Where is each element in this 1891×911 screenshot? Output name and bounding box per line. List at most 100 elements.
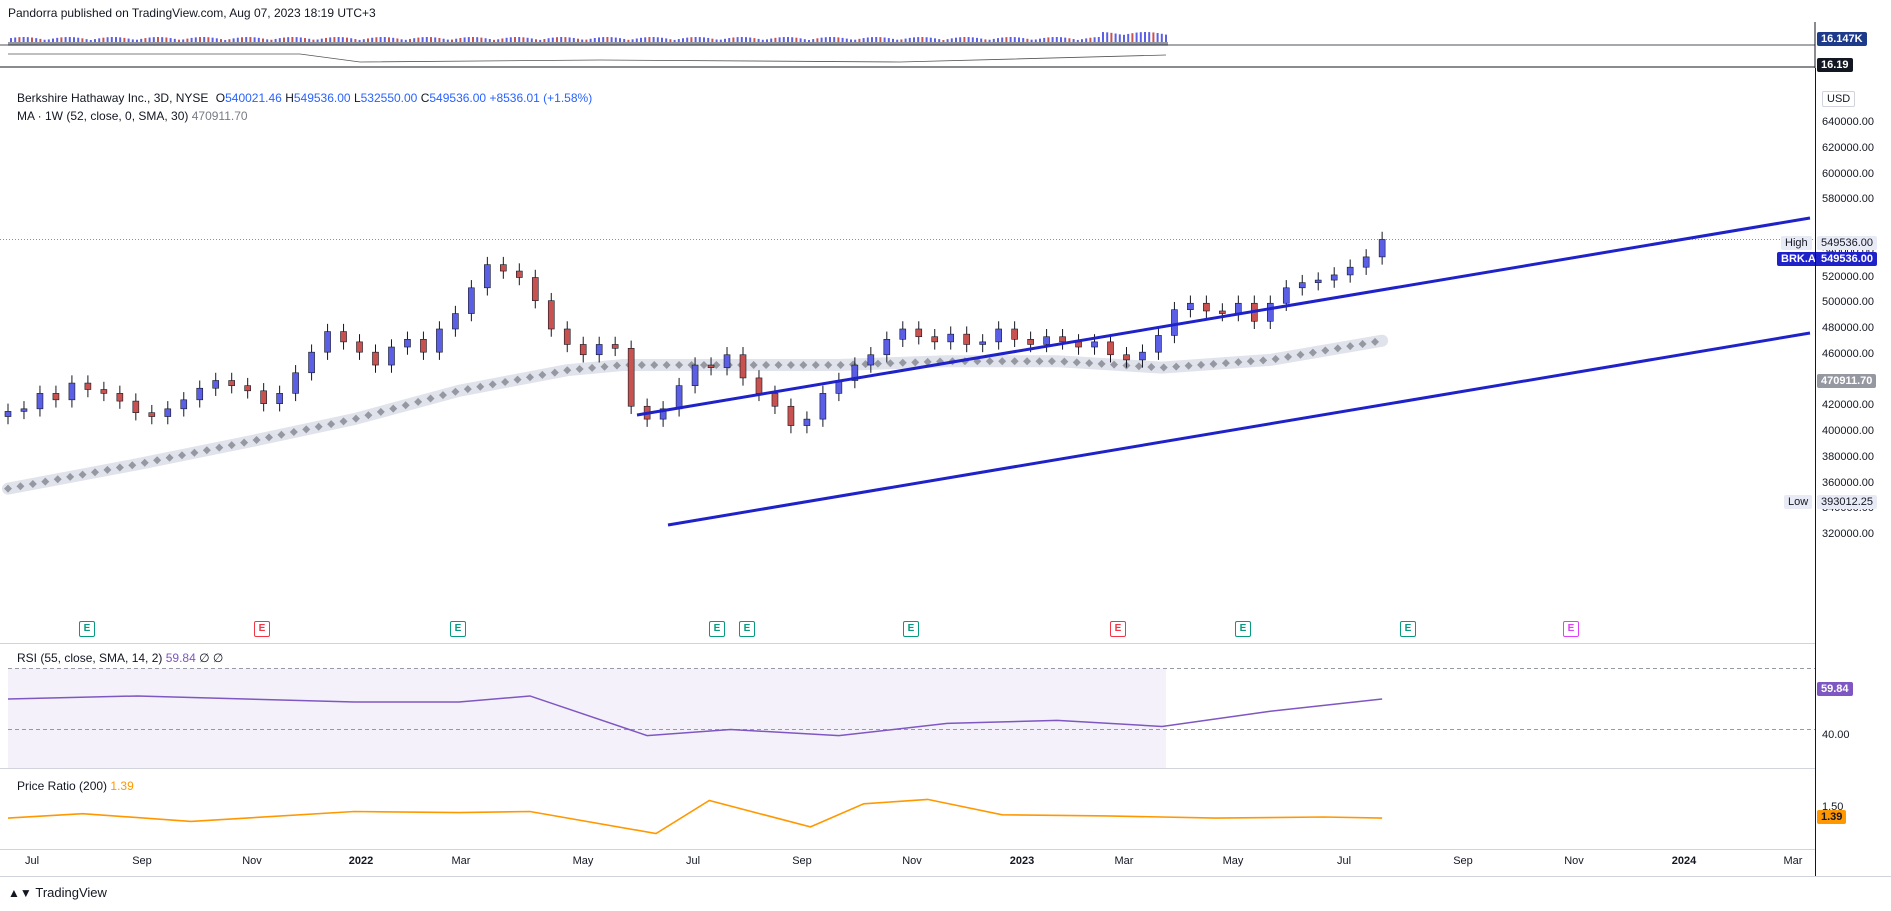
- candle-body: [931, 336, 939, 343]
- ma-marker: [66, 472, 75, 481]
- candle-body: [675, 385, 683, 410]
- volume-bar: [68, 37, 71, 42]
- volume-bar: [287, 37, 290, 42]
- candle-body: [819, 393, 827, 420]
- ma-marker: [1047, 357, 1056, 366]
- candle-body: [228, 380, 235, 386]
- earnings-event-icon[interactable]: E: [903, 621, 919, 637]
- volume-bar: [745, 37, 747, 42]
- ma-marker: [16, 482, 25, 491]
- ma-marker: [463, 385, 472, 394]
- price-tick-label: 400000.00: [1822, 425, 1874, 437]
- volume-bar: [10, 38, 12, 42]
- ratio-panel[interactable]: [0, 769, 1891, 849]
- ma-marker: [215, 443, 224, 452]
- volume-bar: [1001, 37, 1004, 42]
- volume-bar: [392, 37, 395, 42]
- candle-body: [36, 393, 44, 410]
- volume-bar: [871, 37, 873, 42]
- mini-tag: 16.19: [1817, 58, 1853, 72]
- candle-body: [260, 390, 267, 404]
- volume-bar: [329, 37, 332, 42]
- top-indicators: [0, 22, 1816, 68]
- volume-bar: [262, 38, 264, 42]
- earnings-event-icon[interactable]: E: [709, 621, 725, 637]
- ma-value: 470911.70: [191, 109, 248, 123]
- price-axis[interactable]: 640000.00 620000.00 600000.00 580000.00 5400…: [1815, 68, 1891, 643]
- volume-bar: [673, 39, 676, 42]
- volume-bar: [257, 37, 260, 42]
- earnings-event-icon[interactable]: E: [450, 621, 466, 637]
- volume-bar: [841, 37, 844, 42]
- volume-bar: [367, 38, 369, 42]
- volume-bar: [1102, 32, 1104, 42]
- candle-body: [1378, 239, 1386, 258]
- candle-body: [52, 393, 60, 401]
- earnings-event-icon[interactable]: E: [739, 621, 755, 637]
- ma-marker: [699, 361, 708, 370]
- footer-brand: TradingView: [35, 885, 107, 900]
- volume-bar: [451, 39, 453, 42]
- rsi-separator[interactable]: [0, 643, 1815, 644]
- candle-body: [292, 372, 299, 394]
- time-tick-label: Sep: [132, 855, 152, 867]
- ma-marker: [240, 438, 249, 447]
- ma-marker: [786, 361, 795, 370]
- volume-bar: [73, 37, 75, 42]
- time-tick-label: Sep: [1453, 855, 1473, 867]
- volume-bar: [1165, 34, 1167, 42]
- earnings-event-icon[interactable]: E: [1563, 621, 1579, 637]
- candle-body: [1330, 274, 1338, 281]
- ma-marker: [476, 382, 485, 391]
- symbol-name: Berkshire Hathaway Inc., 3D, NYSE: [17, 91, 209, 105]
- volume-bar: [858, 38, 861, 42]
- candle-body: [1298, 282, 1306, 289]
- ratio-separator[interactable]: [0, 768, 1815, 769]
- ma-marker: [1060, 357, 1069, 366]
- main-chart[interactable]: [0, 68, 1891, 643]
- candle-body: [340, 331, 347, 343]
- rsi-panel[interactable]: [0, 644, 1891, 768]
- candle-body: [1155, 335, 1162, 353]
- ma-marker: [140, 458, 149, 467]
- volume-bar: [518, 37, 521, 42]
- ma-marker: [488, 380, 497, 389]
- volume-bar: [493, 39, 495, 42]
- volume-bar: [581, 39, 584, 42]
- volume-bar: [547, 38, 550, 42]
- earnings-event-icon[interactable]: E: [79, 621, 95, 637]
- volume-bar: [316, 39, 319, 42]
- volume-bar: [173, 38, 176, 42]
- earnings-event-icon[interactable]: E: [1110, 621, 1126, 637]
- time-tick-label: Jul: [685, 855, 701, 867]
- ma-marker: [41, 477, 50, 486]
- earnings-event-icon[interactable]: E: [254, 621, 270, 637]
- volume-bar: [1072, 39, 1075, 42]
- volume-bar: [988, 39, 991, 42]
- volume-bar: [350, 38, 353, 42]
- price-tick-label: 460000.00: [1822, 347, 1874, 360]
- volume-bar: [526, 37, 529, 42]
- currency-label[interactable]: USD: [1822, 91, 1856, 107]
- time-axis[interactable]: Jul Sep Nov 2022 Mar May Jul Sep Nov 2023 Mar May Ju…: [0, 850, 1815, 876]
- earnings-event-icon[interactable]: E: [1400, 621, 1416, 637]
- tradingview-logo[interactable]: ▲▼ TradingView: [8, 885, 107, 900]
- volume-bar: [984, 39, 987, 42]
- volume-bar: [530, 38, 533, 42]
- volume-bar: [715, 39, 718, 42]
- volume-bar: [669, 39, 672, 42]
- price-tick-label: 580000.00: [1822, 193, 1874, 206]
- time-tick-label: Mar: [1783, 855, 1803, 867]
- volume-bar: [446, 39, 449, 42]
- ma-marker: [1234, 358, 1243, 367]
- volume-bar: [337, 37, 340, 42]
- volume-bar: [1022, 38, 1025, 42]
- earnings-event-icon[interactable]: E: [1235, 621, 1251, 637]
- ma-marker: [774, 361, 783, 370]
- volume-bar: [850, 39, 852, 42]
- close-label: C: [420, 91, 430, 105]
- ma-marker: [1072, 358, 1081, 367]
- volume-bar: [211, 37, 214, 42]
- ma-marker: [414, 397, 423, 406]
- volume-bar: [31, 37, 33, 42]
